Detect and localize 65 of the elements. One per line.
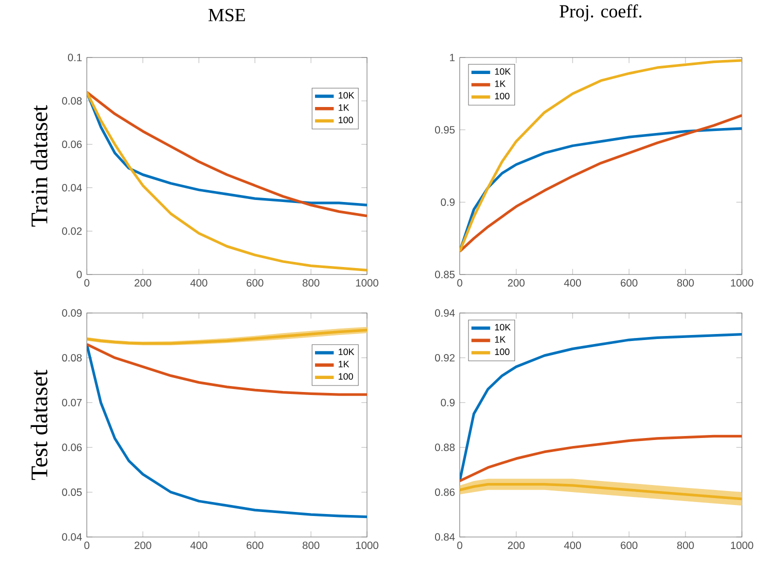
y-tick-label: 0.02 — [62, 228, 82, 236]
legend-label: 100 — [495, 348, 510, 356]
y-tick-label: 0 — [76, 271, 82, 278]
legend-label: 10K — [338, 348, 354, 356]
legend-label: 100 — [495, 93, 510, 100]
y-tick-label: 0.08 — [62, 354, 82, 362]
legend-label: 1K — [338, 104, 350, 111]
x-tick-label: 600 — [620, 542, 638, 550]
x-tick-label: 200 — [508, 279, 525, 287]
x-tick-label: 400 — [564, 279, 581, 287]
line-series — [86, 343, 368, 518]
x-tick-label: 800 — [302, 279, 320, 287]
x-tick-label: 1000 — [731, 542, 754, 550]
x-tick-label: 800 — [677, 542, 694, 550]
x-tick-label: 800 — [302, 542, 320, 550]
x-tick-label: 800 — [677, 279, 694, 287]
x-tick-label: 0 — [457, 279, 462, 287]
y-tick-label: 0.9 — [440, 198, 455, 206]
x-tick-label: 600 — [620, 279, 638, 287]
chart-title: MSE — [208, 9, 245, 22]
y-tick-label: 0.05 — [62, 488, 82, 496]
x-tick-label: 400 — [190, 279, 208, 287]
x-tick-label: 1000 — [356, 279, 378, 287]
y-tick-label: 0.04 — [62, 533, 82, 541]
chart-title: Proj. coeff. — [560, 4, 642, 22]
legend-label: 1K — [338, 361, 350, 368]
y-tick-label: 0.85 — [435, 271, 455, 278]
x-tick-label: 600 — [246, 279, 264, 287]
x-tick-label: 0 — [84, 542, 90, 550]
y-tick-label: 0.86 — [435, 488, 455, 496]
y-tick-label: 0.92 — [435, 354, 455, 362]
y-tick-label: 0.9 — [440, 399, 455, 406]
y-tick-label: 0.07 — [62, 399, 82, 406]
line-series — [460, 333, 742, 482]
x-tick-label: 400 — [564, 542, 581, 550]
y-axis-title: Test dataset — [30, 370, 48, 480]
legend-label: 10K — [495, 324, 511, 331]
legend-label: 10K — [495, 68, 511, 75]
x-tick-label: 1000 — [356, 542, 378, 550]
y-tick-label: 0.95 — [435, 126, 455, 134]
y-tick-label: 0.1 — [68, 54, 82, 62]
y-tick-label: 0.09 — [62, 309, 82, 317]
x-tick-label: 400 — [190, 542, 208, 550]
legend-label: 1K — [495, 336, 506, 343]
y-tick-label: 0.94 — [435, 309, 455, 317]
y-tick-label: 0.04 — [62, 184, 82, 192]
y-tick-label: 1 — [450, 54, 455, 62]
legend-label: 1K — [495, 80, 506, 88]
x-tick-label: 200 — [134, 279, 152, 287]
x-tick-label: 1000 — [731, 279, 754, 287]
x-tick-label: 600 — [246, 542, 264, 550]
y-tick-label: 0.06 — [62, 444, 82, 452]
y-tick-label: 0.08 — [62, 97, 82, 105]
x-tick-label: 200 — [508, 542, 525, 550]
x-tick-label: 0 — [84, 279, 90, 287]
y-axis-title: Train dataset — [30, 105, 48, 227]
y-tick-label: 0.88 — [435, 444, 455, 452]
y-tick-label: 0.84 — [435, 533, 455, 541]
legend-label: 100 — [338, 373, 354, 380]
x-tick-label: 0 — [457, 542, 462, 550]
line-series — [460, 59, 742, 253]
legend-label: 100 — [338, 116, 354, 124]
x-tick-label: 200 — [134, 542, 152, 550]
y-tick-label: 0.06 — [62, 140, 82, 148]
legend-label: 10K — [338, 92, 354, 99]
